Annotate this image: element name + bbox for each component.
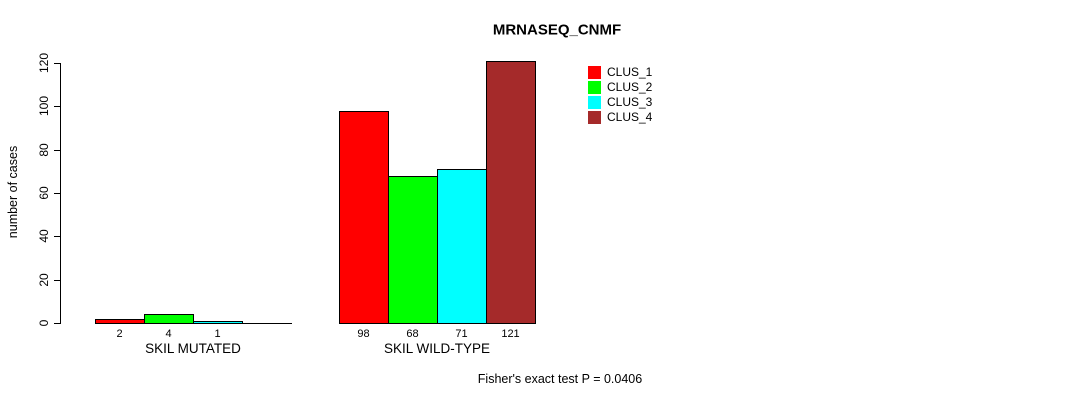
y-tick bbox=[54, 106, 60, 108]
y-tick bbox=[54, 193, 60, 194]
bar bbox=[437, 169, 487, 324]
y-tick-label: 120 bbox=[37, 52, 51, 74]
footnote: Fisher's exact test P = 0.0406 bbox=[477, 372, 643, 386]
bar bbox=[339, 111, 389, 324]
y-tick-label: 20 bbox=[37, 272, 51, 287]
legend-label: CLUS_3 bbox=[607, 95, 653, 109]
bar-value-label: 98 bbox=[357, 328, 370, 340]
legend-item: CLUS_1 bbox=[588, 66, 652, 79]
bar-value-label: 1 bbox=[214, 328, 221, 340]
y-tick bbox=[54, 63, 60, 64]
group-label: SKIL WILD-TYPE bbox=[383, 341, 491, 356]
bar-value-label: 2 bbox=[116, 328, 123, 340]
y-tick-label: 100 bbox=[37, 96, 51, 117]
bar bbox=[193, 321, 243, 324]
y-tick bbox=[54, 279, 60, 281]
legend-swatch bbox=[588, 66, 601, 79]
bar bbox=[388, 176, 438, 324]
y-axis-label: number of cases bbox=[6, 145, 20, 239]
bar bbox=[144, 314, 194, 324]
bar bbox=[486, 61, 536, 324]
legend-label: CLUS_2 bbox=[607, 80, 653, 94]
y-tick-label: 0 bbox=[37, 319, 51, 327]
bar bbox=[95, 319, 145, 324]
bar-value-label: 121 bbox=[501, 328, 520, 340]
bar-value-label: 68 bbox=[406, 328, 419, 340]
legend: CLUS_1 CLUS_2 CLUS_3 CLUS_4 bbox=[588, 66, 652, 124]
bar-value-label: 71 bbox=[455, 328, 468, 340]
group-label: SKIL MUTATED bbox=[145, 341, 241, 356]
y-tick bbox=[54, 236, 60, 238]
y-axis-line bbox=[60, 63, 61, 324]
legend-swatch bbox=[588, 111, 601, 124]
legend-item: CLUS_3 bbox=[588, 96, 652, 109]
legend-item: CLUS_4 bbox=[588, 111, 652, 124]
legend-swatch bbox=[588, 96, 601, 109]
y-tick bbox=[54, 149, 60, 151]
legend-swatch bbox=[588, 81, 601, 94]
y-tick bbox=[54, 323, 60, 324]
legend-item: CLUS_2 bbox=[588, 81, 652, 94]
bar-value-label: 4 bbox=[165, 328, 172, 340]
bar bbox=[242, 323, 292, 324]
y-tick-label: 60 bbox=[37, 186, 51, 200]
chart-title: MRNASEQ_CNMF bbox=[492, 21, 622, 39]
y-tick-label: 80 bbox=[37, 142, 51, 157]
y-tick-label: 40 bbox=[37, 229, 51, 244]
legend-label: CLUS_4 bbox=[607, 110, 653, 124]
legend-label: CLUS_1 bbox=[607, 65, 653, 79]
